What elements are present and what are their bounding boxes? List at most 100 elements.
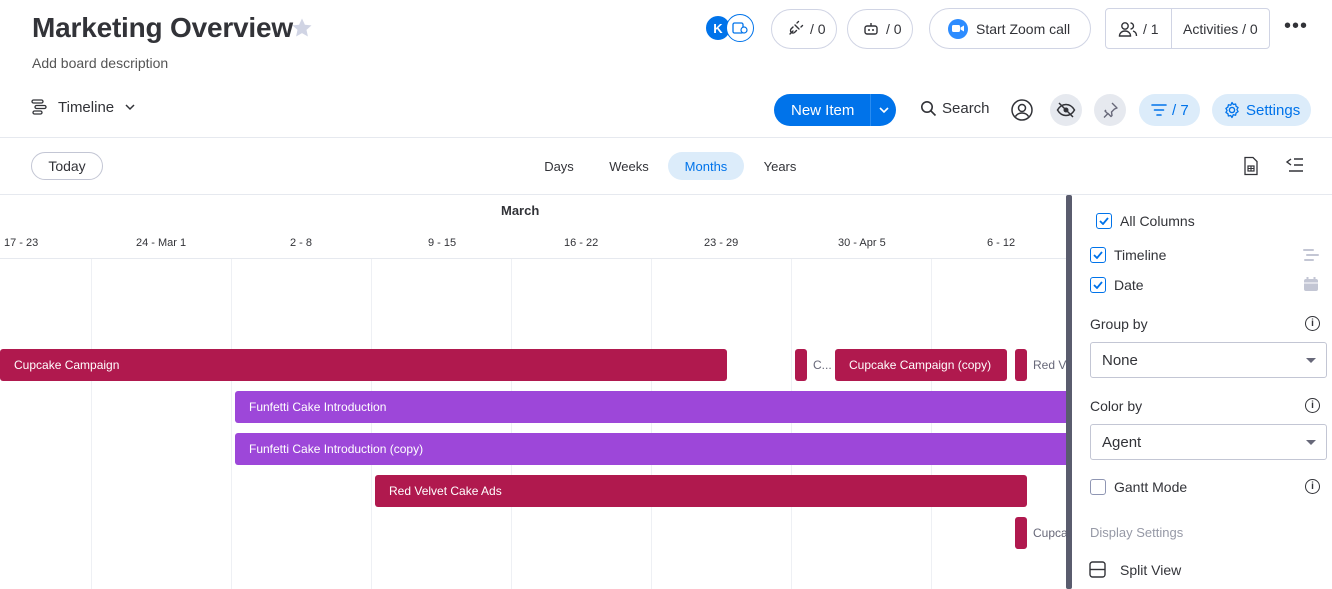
timeline-bar-red-velvet-cake-ads[interactable]: Red Velvet Cake Ads	[375, 475, 1027, 507]
timeline-bar-small[interactable]	[1015, 517, 1027, 549]
color-by-label: Color by	[1090, 398, 1143, 414]
collapse-panel-icon[interactable]	[1285, 156, 1305, 174]
timeline-bar-cupcake-campaign[interactable]: Cupcake Campaign	[0, 349, 727, 381]
check-icon	[1093, 281, 1103, 289]
timeline-bar-cupcake-campaign-copy[interactable]: Cupcake Campaign (copy)	[835, 349, 1007, 381]
week-header-divider	[0, 258, 1066, 259]
scale-years-tab[interactable]: Years	[763, 158, 797, 174]
all-columns-checkbox[interactable]	[1096, 213, 1112, 229]
new-item-divider	[870, 94, 871, 126]
split-view-label[interactable]: Split View	[1120, 562, 1182, 578]
filter-button[interactable]: / 7	[1139, 94, 1200, 126]
color-by-value: Agent	[1102, 433, 1142, 451]
activities-button[interactable]: Activities / 0	[1183, 20, 1258, 37]
chevron-down-icon	[878, 107, 889, 114]
week-label: 9 - 15	[428, 237, 457, 249]
board-title[interactable]: Marketing Overview	[32, 12, 293, 43]
grid-line	[91, 259, 92, 589]
calendar-icon	[1304, 277, 1318, 291]
new-item-dropdown[interactable]	[871, 106, 896, 114]
controls-divider	[0, 194, 1332, 195]
new-item-button[interactable]: New Item	[774, 94, 896, 126]
date-column-label: Date	[1114, 277, 1144, 293]
timeline-grid[interactable]: March 17 - 23 24 - Mar 1 2 - 8 9 - 15 16…	[0, 195, 1066, 589]
week-label: 16 - 22	[564, 237, 599, 249]
guest-avatar-icon	[726, 14, 754, 42]
caret-down-icon	[1306, 440, 1316, 445]
board-description[interactable]: Add board description	[32, 55, 169, 71]
grid-line	[791, 259, 792, 589]
board-members-avatars[interactable]: K	[704, 14, 756, 44]
grid-line	[231, 259, 232, 589]
week-label: 6 - 12	[987, 237, 1016, 249]
grid-line	[511, 259, 512, 589]
date-column-checkbox[interactable]	[1090, 277, 1106, 293]
automations-button[interactable]: / 0	[847, 9, 913, 49]
members-activities-box: / 1 Activities / 0	[1105, 8, 1270, 49]
export-sheet-icon[interactable]	[1242, 156, 1260, 176]
filter-icon	[1151, 104, 1167, 116]
search-label: Search	[942, 100, 990, 117]
members-button[interactable]: / 1	[1106, 9, 1172, 48]
start-zoom-call-button[interactable]: Start Zoom call	[929, 8, 1091, 49]
week-label: 24 - Mar 1	[136, 237, 187, 249]
split-view-icon[interactable]	[1089, 561, 1106, 578]
timeline-column-checkbox[interactable]	[1090, 247, 1106, 263]
grid-line	[931, 259, 932, 589]
info-icon[interactable]: i	[1305, 316, 1320, 331]
more-options-icon[interactable]: •••	[1284, 15, 1309, 37]
display-settings-heading: Display Settings	[1090, 525, 1184, 540]
grid-line	[651, 259, 652, 589]
plug-icon	[789, 20, 804, 35]
filter-count: / 7	[1172, 101, 1189, 119]
timeline-bar-label: Red V	[1033, 358, 1066, 372]
week-label: 17 - 23	[4, 237, 39, 249]
group-by-select[interactable]: None	[1090, 342, 1327, 378]
pin-button[interactable]	[1094, 94, 1126, 126]
month-label: March	[501, 203, 540, 218]
timeline-bar-small[interactable]	[1015, 349, 1027, 381]
new-item-label: New Item	[791, 101, 855, 119]
scale-days-tab[interactable]: Days	[544, 158, 574, 174]
automations-count: / 0	[886, 21, 902, 37]
check-icon	[1099, 217, 1109, 225]
timeline-icon	[31, 99, 47, 115]
chevron-down-icon	[125, 104, 135, 111]
week-label: 30 - Apr 5	[838, 237, 886, 249]
person-filter-button[interactable]	[1006, 94, 1038, 126]
grid-line	[371, 259, 372, 589]
info-icon[interactable]: i	[1305, 398, 1320, 413]
timeline-bar-funfetti-cake-introduction[interactable]: Funfetti Cake Introduction	[235, 391, 1066, 423]
settings-button[interactable]: Settings	[1212, 94, 1311, 126]
group-by-label: Group by	[1090, 316, 1148, 332]
caret-down-icon	[1306, 358, 1316, 363]
view-selector[interactable]: Timeline	[30, 97, 144, 117]
settings-panel	[1072, 195, 1332, 589]
timeline-bar-label: C...	[813, 358, 832, 372]
timeline-bar-small[interactable]	[795, 349, 807, 381]
person-circle-icon	[1011, 99, 1033, 121]
scale-months-tab[interactable]: Months	[668, 152, 744, 180]
scale-weeks-tab[interactable]: Weeks	[609, 158, 649, 174]
star-icon[interactable]	[290, 16, 314, 40]
color-by-select[interactable]: Agent	[1090, 424, 1327, 460]
check-icon	[1093, 251, 1103, 259]
info-icon[interactable]: i	[1305, 479, 1320, 494]
timeline-bar-funfetti-cake-introduction-copy[interactable]: Funfetti Cake Introduction (copy)	[235, 433, 1066, 465]
view-label: Timeline	[58, 98, 115, 116]
today-button[interactable]: Today	[31, 152, 103, 180]
search-icon	[921, 101, 937, 117]
integrations-count: / 0	[810, 21, 826, 37]
gear-icon	[1225, 101, 1239, 119]
panel-resize-handle[interactable]	[1066, 195, 1072, 589]
eye-off-icon	[1056, 102, 1076, 118]
search-button[interactable]: Search	[920, 100, 990, 117]
settings-label: Settings	[1246, 101, 1301, 119]
timeline-column-label: Timeline	[1114, 247, 1167, 263]
integrations-button[interactable]: / 0	[771, 9, 837, 49]
all-columns-label: All Columns	[1120, 213, 1195, 229]
members-count: / 1	[1143, 20, 1159, 37]
hide-columns-button[interactable]	[1050, 94, 1082, 126]
gantt-mode-checkbox[interactable]	[1090, 479, 1106, 495]
header-divider	[0, 137, 1332, 138]
